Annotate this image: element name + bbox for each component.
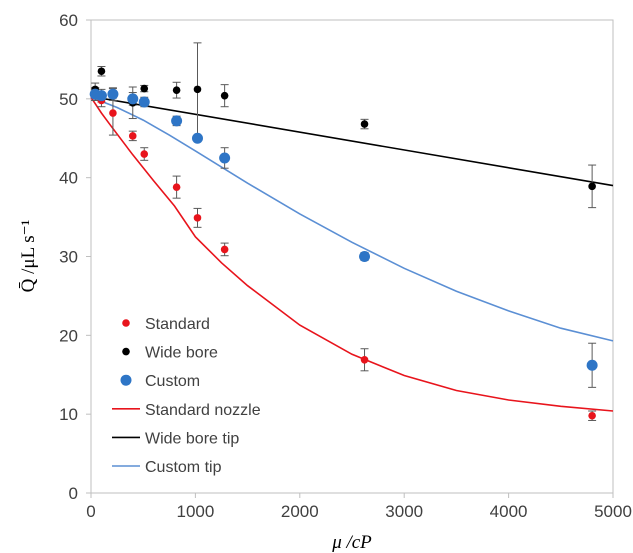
data-point-custom: [359, 251, 371, 262]
y-tick-label: 40: [59, 169, 78, 188]
x-tick-label: 0: [86, 502, 95, 521]
legend-swatch: [122, 319, 130, 327]
x-axis-ticks: 0 1000 2000 3000 4000 5000: [86, 493, 632, 521]
data-point-wide-bore: [588, 182, 596, 191]
legend-label: Custom: [145, 373, 200, 390]
data-point-standard: [588, 411, 596, 420]
y-axis-label: Q̄ /μL s⁻¹: [18, 219, 39, 292]
y-tick-label: 60: [59, 11, 78, 30]
x-axis-label: μ /cP: [331, 532, 372, 553]
data-point-wide-bore: [220, 91, 229, 100]
legend-swatch: [120, 374, 132, 386]
data-points: [89, 67, 598, 420]
data-point-custom: [171, 115, 183, 127]
data-point-standard: [220, 245, 229, 254]
data-point-standard: [193, 214, 202, 222]
data-point-standard: [128, 132, 137, 140]
x-tick-label: 2000: [281, 502, 319, 521]
plot-area: [90, 19, 614, 494]
data-point-custom: [138, 96, 150, 108]
series-line-custom-tip: [90, 96, 614, 342]
data-point-wide-bore: [97, 67, 106, 76]
legend-swatch: [122, 347, 130, 356]
data-point-standard: [172, 183, 181, 191]
series-line-wide-bore-tip: [90, 95, 614, 187]
data-point-custom: [191, 132, 203, 144]
y-tick-label: 30: [59, 248, 78, 267]
error-bars: [91, 42, 597, 421]
y-tick-label: 0: [69, 484, 78, 503]
data-point-standard: [140, 150, 149, 158]
data-point-wide-bore: [172, 86, 181, 94]
series-line-standard-nozzle: [90, 96, 614, 412]
data-point-wide-bore: [140, 84, 149, 93]
x-tick-label: 5000: [594, 502, 632, 521]
legend-label: Custom tip: [145, 459, 222, 476]
y-tick-label: 20: [59, 326, 78, 345]
data-point-standard: [360, 355, 369, 364]
x-tick-label: 4000: [490, 502, 528, 521]
fit-lines: [90, 95, 614, 412]
data-point-custom: [219, 152, 231, 164]
legend-label: Standard nozzle: [145, 402, 261, 419]
x-tick-label: 1000: [176, 502, 214, 521]
legend-label: Wide bore tip: [145, 430, 239, 447]
legend-label: Wide bore: [145, 345, 218, 362]
data-point-wide-bore: [360, 120, 369, 128]
data-point-custom: [586, 359, 598, 371]
y-tick-label: 50: [59, 90, 78, 109]
y-axis-ticks: 0 10 20 30 40 50 60: [59, 11, 91, 503]
legend-label: Standard: [145, 316, 210, 333]
x-tick-label: 3000: [385, 502, 423, 521]
data-point-standard: [109, 109, 117, 117]
y-tick-label: 10: [59, 405, 78, 424]
data-point-custom: [127, 93, 139, 105]
legend: Standard Wide bore Custom Standard nozzle Wi…: [112, 316, 261, 476]
data-point-custom: [107, 88, 119, 100]
data-point-wide-bore: [193, 85, 202, 94]
data-point-custom: [95, 90, 107, 102]
plot-border: [90, 19, 614, 494]
